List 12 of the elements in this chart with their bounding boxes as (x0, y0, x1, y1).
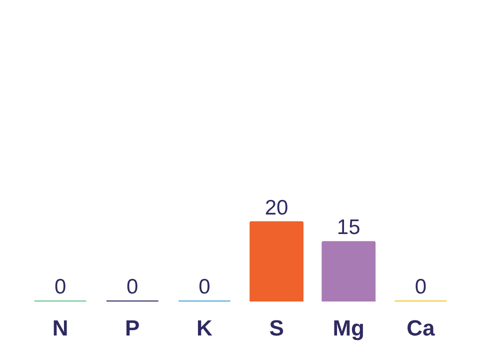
x-tick-label: N (52, 316, 68, 340)
data-label: 15 (336, 216, 360, 240)
data-label: 0 (54, 276, 66, 298)
x-tick-label: P (125, 316, 140, 340)
data-label: 0 (198, 276, 210, 298)
x-tick-label: Mg (332, 316, 364, 340)
data-label: 0 (414, 276, 427, 298)
x-tick-label: K (196, 316, 213, 340)
x-tick-label: S (269, 316, 284, 340)
x-tick-label: Ca (406, 316, 436, 340)
data-label: 0 (126, 276, 138, 298)
data-label: 20 (264, 196, 288, 220)
